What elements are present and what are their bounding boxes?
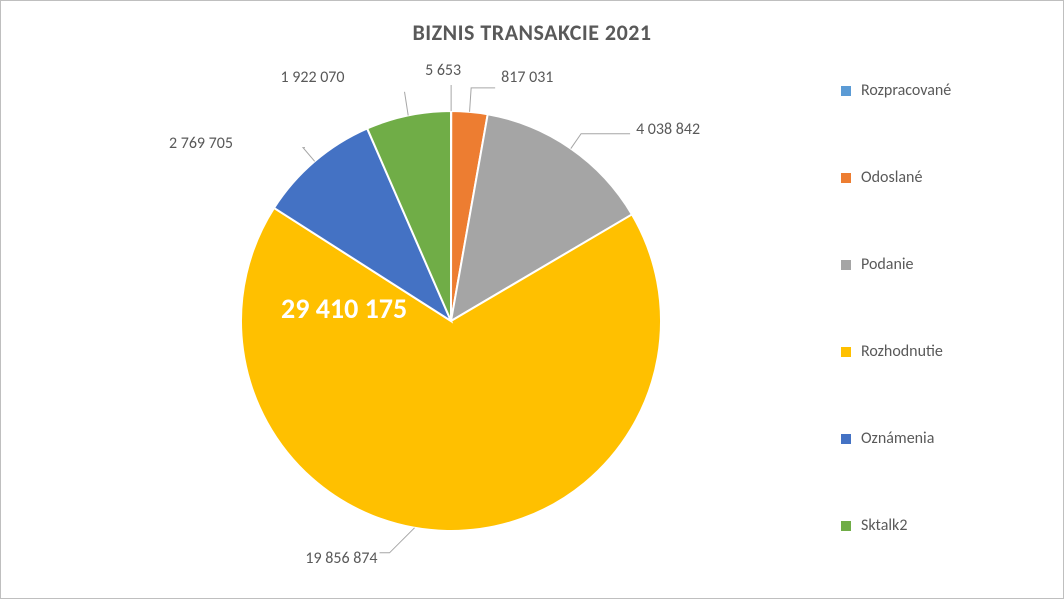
chart-total-label: 29 410 175 <box>281 291 407 326</box>
slice-data-label: 1 922 070 <box>1 68 345 87</box>
legend-item: Oznámenia <box>841 429 951 448</box>
slice-data-label: 5 653 <box>403 61 483 80</box>
legend-item: Rozhodnutie <box>841 342 951 361</box>
legend: Rozpracované Odoslané Podanie Rozhodnutie Oz… <box>841 81 951 535</box>
legend-swatch <box>841 260 851 270</box>
legend-item: Podanie <box>841 255 951 274</box>
slice-data-label: 2 769 705 <box>1 134 233 153</box>
legend-label: Oznámenia <box>861 429 934 448</box>
chart-frame: BIZNIS TRANSAKCIE 2021 29 410 175 Rozpra… <box>0 0 1064 599</box>
legend-swatch <box>841 347 851 357</box>
slice-data-label: 4 038 842 <box>636 120 700 139</box>
legend-label: Podanie <box>861 255 914 274</box>
legend-item: Rozpracované <box>841 81 951 100</box>
legend-label: Sktalk2 <box>861 516 907 535</box>
legend-swatch <box>841 173 851 183</box>
legend-swatch <box>841 434 851 444</box>
legend-label: Rozhodnutie <box>861 342 943 361</box>
legend-item: Sktalk2 <box>841 516 951 535</box>
legend-label: Rozpracované <box>861 81 951 100</box>
chart-title: BIZNIS TRANSAKCIE 2021 <box>1 19 1063 46</box>
slice-data-label: 817 031 <box>501 68 553 87</box>
slice-data-label: 19 856 874 <box>1 549 378 568</box>
legend-swatch <box>841 521 851 531</box>
legend-item: Odoslané <box>841 168 951 187</box>
legend-swatch <box>841 86 851 96</box>
legend-label: Odoslané <box>861 168 922 187</box>
